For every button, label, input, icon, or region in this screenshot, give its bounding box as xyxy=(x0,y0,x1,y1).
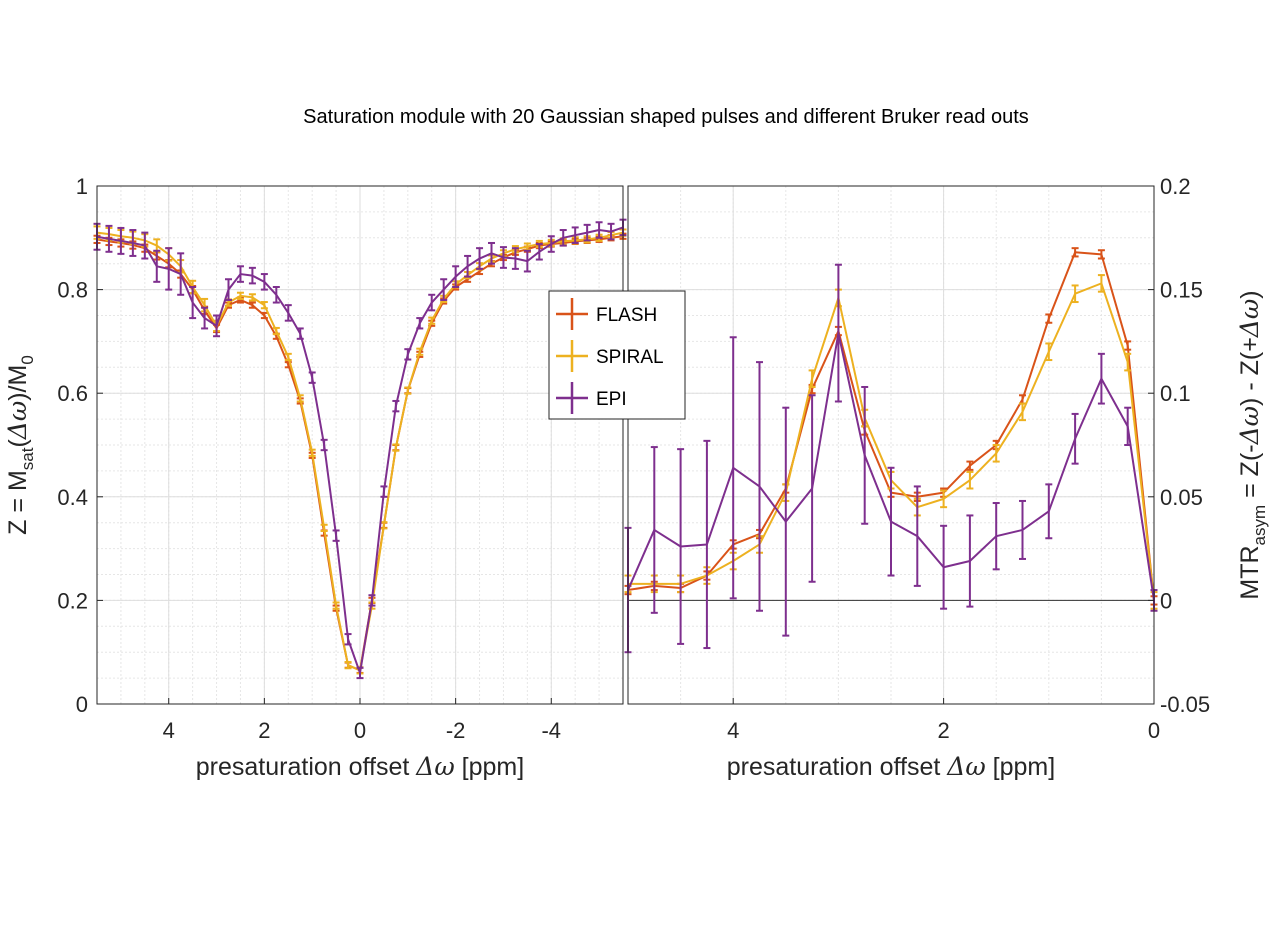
right-y-tick-label: 0 xyxy=(1160,588,1172,613)
legend-entry-spiral: SPIRAL xyxy=(556,340,664,372)
left-y-tick-label: 0.2 xyxy=(57,588,88,613)
left-x-tick-label: 2 xyxy=(258,718,270,743)
right-x-tick-label: 0 xyxy=(1148,718,1160,743)
left-tick-labels: 4 2 0 -2 -4 0 0.2 0.4 0.6 0.8 1 xyxy=(57,174,561,743)
left-x-tick-label: 0 xyxy=(354,718,366,743)
right-y-axis-label: MTRasym = Z(-Δω) - Z(+Δω) xyxy=(1235,290,1269,599)
right-y-tick-label: 0.2 xyxy=(1160,174,1191,199)
right-y-tick-label: 0.15 xyxy=(1160,278,1203,303)
left-y-tick-label: 0.8 xyxy=(57,278,88,303)
left-y-tick-label: 0.4 xyxy=(57,485,88,510)
right-x-tick-label: 4 xyxy=(727,718,739,743)
left-x-axis-label: presaturation offset Δω [ppm] xyxy=(196,752,524,781)
legend: FLASH SPIRAL EPI xyxy=(548,290,686,420)
legend-entry-flash: FLASH xyxy=(556,298,657,330)
legend-label-flash: FLASH xyxy=(596,305,657,326)
right-x-axis-label: presaturation offset Δω [ppm] xyxy=(727,752,1055,781)
left-y-tick-label: 1 xyxy=(76,174,88,199)
left-plot-panel: 4 2 0 -2 -4 0 0.2 0.4 0.6 0.8 1 presaturation offs… xyxy=(3,174,627,781)
right-y-tick-label: -0.05 xyxy=(1160,692,1210,717)
legend-label-epi: EPI xyxy=(596,389,627,410)
left-y-tick-label: 0 xyxy=(76,692,88,717)
left-x-tick-label: 4 xyxy=(163,718,175,743)
legend-entry-epi: EPI xyxy=(556,382,627,414)
right-series-flash xyxy=(624,247,1158,606)
left-x-tick-label: -4 xyxy=(541,718,561,743)
left-y-axis-label: Z = Msat(Δω)/M0 xyxy=(3,355,37,535)
right-y-tick-label: 0.05 xyxy=(1160,485,1203,510)
figure-title: Saturation module with 20 Gaussian shape… xyxy=(303,106,1029,128)
left-series-epi xyxy=(93,218,627,680)
left-x-tick-label: -2 xyxy=(446,718,466,743)
right-y-tick-label: 0.1 xyxy=(1160,381,1191,406)
legend-label-spiral: SPIRAL xyxy=(596,347,664,368)
right-plot-frame xyxy=(627,185,1155,705)
right-x-tick-label: 2 xyxy=(937,718,949,743)
left-y-tick-label: 0.6 xyxy=(57,381,88,406)
